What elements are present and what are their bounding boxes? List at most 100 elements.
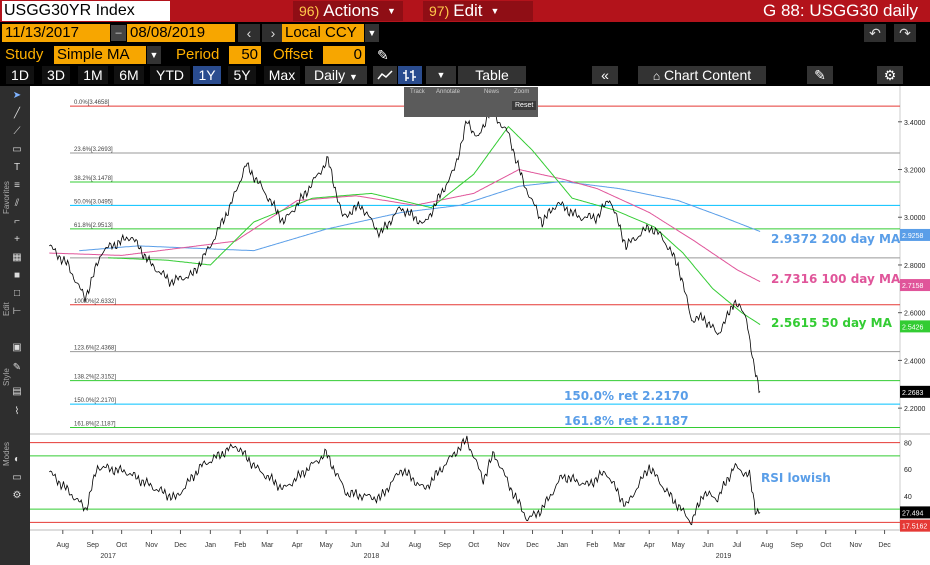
study-dropdown-icon[interactable]: ▼ <box>147 46 161 64</box>
x-tick-label: Jun <box>702 542 713 549</box>
style-side-label: Style <box>2 368 11 386</box>
brush-icon[interactable]: ⌇ <box>14 406 20 417</box>
news-mode-button[interactable]: News <box>484 89 500 95</box>
actions-menu[interactable]: 96) Actions ▼ <box>293 1 403 21</box>
gear-icon[interactable]: ⚙ <box>877 66 903 84</box>
channel-tool-icon[interactable]: ⫽ <box>14 198 20 209</box>
chart-content-button[interactable]: ⌂ Chart Content <box>638 66 766 84</box>
x-tick-label: Feb <box>234 542 246 549</box>
ma50-line <box>108 125 761 326</box>
study-field[interactable]: Simple MA <box>54 46 146 64</box>
actions-menu-label: Actions <box>323 1 379 20</box>
shape-tool-icon[interactable]: ▭ <box>12 144 22 155</box>
frequency-dropdown[interactable]: Daily ▼ <box>305 66 367 84</box>
ruler-icon[interactable]: ⊢ <box>12 306 22 317</box>
rsi-tick-label: 40 <box>904 494 912 501</box>
fib-level-label: 123.6%[2.4368] <box>74 346 116 352</box>
chart-content-icon: ⌂ <box>652 69 661 83</box>
price-line <box>49 104 761 394</box>
rsi-annotation: RSI lowish <box>761 471 831 485</box>
rsi-badge-label: 17.5162 <box>902 524 927 531</box>
table-button[interactable]: Table <box>458 66 526 84</box>
range-1m[interactable]: 1M <box>78 66 108 84</box>
edit-menu[interactable]: 97) Edit ▼ <box>423 1 533 21</box>
currency-field[interactable]: Local CCY <box>282 24 364 42</box>
range-3d[interactable]: 3D <box>42 66 70 84</box>
pencil-icon[interactable]: ✎ <box>377 47 389 63</box>
currency-dropdown-icon[interactable]: ▼ <box>365 24 379 42</box>
x-tick-label: Jul <box>380 542 389 549</box>
ma50-annotation: 2.5615 50 day MA <box>771 316 892 330</box>
line-chart-icon[interactable] <box>373 66 397 84</box>
trend-tool-icon[interactable]: ⟋ <box>13 126 21 137</box>
fib-level-label: 100.0%[2.6332] <box>74 299 116 305</box>
reset-button[interactable]: Reset <box>512 101 537 110</box>
bracket-tool-icon[interactable]: ⌐ <box>14 216 20 227</box>
settings-small-icon[interactable]: ⚙ <box>12 490 22 501</box>
x-tick-label: May <box>319 542 333 549</box>
x-tick-label: Sep <box>86 542 99 549</box>
period-label: Period <box>176 46 220 63</box>
chart-type-dropdown-icon[interactable]: ▼ <box>426 66 456 84</box>
x-tick-label: Jan <box>557 542 568 549</box>
redo-icon[interactable]: ↷ <box>894 24 916 42</box>
shape-square-icon[interactable]: ■ <box>13 270 21 281</box>
x-tick-label: Jul <box>733 542 742 549</box>
ma100-annotation: 2.7316 100 day MA <box>771 272 901 286</box>
collapse-icon[interactable]: « <box>592 66 618 84</box>
rsi-badge-label: 27.494 <box>902 510 924 517</box>
fib-tool-icon[interactable]: ≡ <box>14 180 20 191</box>
line-tool-icon[interactable]: ╱ <box>13 108 21 119</box>
fib-level-label: 0.0%[3.4658] <box>74 100 110 106</box>
range-6m[interactable]: 6M <box>114 66 144 84</box>
modes-icon[interactable]: ◐ <box>13 454 21 465</box>
plus-tool-icon[interactable]: + <box>14 234 20 245</box>
range-5y[interactable]: 5Y <box>228 66 256 84</box>
x-tick-label: Nov <box>145 542 158 549</box>
range-1d[interactable]: 1D <box>6 66 34 84</box>
x-tick-label: Nov <box>849 542 862 549</box>
text-tool-icon[interactable]: T <box>13 162 21 173</box>
x-tick-label: Jun <box>350 542 361 549</box>
range-max[interactable]: Max <box>264 66 300 84</box>
period-field[interactable]: 50 <box>229 46 261 64</box>
y-tick-label: 3.2000 <box>904 168 926 175</box>
next-period-button[interactable]: › <box>262 24 284 42</box>
ruler-mode-icon[interactable]: ▭ <box>12 472 22 483</box>
chart-area[interactable]: 3.4000 3.2000 3.0000 2.8000 2.6000 2.4000 2.20… <box>30 86 930 565</box>
offset-field[interactable]: 0 <box>323 46 365 64</box>
start-date-field[interactable]: 11/13/2017 <box>2 24 110 42</box>
grid-tool-icon[interactable]: ▦ <box>12 252 22 263</box>
annotate-mode-button[interactable]: Annotate <box>436 89 461 95</box>
fib1618-annotation: 161.8% ret 2.1187 <box>564 414 689 428</box>
rsi-badge <box>900 519 930 532</box>
rsi-tick-label: 60 <box>904 467 912 474</box>
track-mode-button[interactable]: Track <box>410 89 425 95</box>
edit-chart-icon[interactable]: ✎ <box>807 66 833 84</box>
zoom-mode-button[interactable]: Zoom <box>514 89 530 95</box>
range-ytd[interactable]: YTD <box>150 66 190 84</box>
square-outline-icon[interactable]: □ <box>13 288 21 299</box>
chart-svg: 3.4000 3.2000 3.0000 2.8000 2.6000 2.4000 2.20… <box>30 86 930 560</box>
fib150-annotation: 150.0% ret 2.2170 <box>564 389 689 403</box>
draw-icon[interactable]: ✎ <box>12 362 22 373</box>
style-square-icon[interactable]: ▣ <box>12 342 22 353</box>
ticker-field[interactable]: USGG30YR Index <box>2 1 170 21</box>
y-tick-label: 2.4000 <box>904 358 926 365</box>
undo-icon[interactable]: ↶ <box>864 24 886 42</box>
x-tick-label: Apr <box>292 542 304 549</box>
end-date-field[interactable]: 08/08/2019 <box>127 24 235 42</box>
x-tick-label: Mar <box>613 542 626 549</box>
highlight-icon[interactable]: ▤ <box>12 386 22 397</box>
prev-period-button[interactable]: ‹ <box>238 24 260 42</box>
bar-chart-icon[interactable] <box>398 66 422 84</box>
date-row: 11/13/2017 – 08/08/2019 ‹ › Local CCY ▼ … <box>0 22 930 44</box>
price-badge <box>900 320 930 333</box>
range-1y[interactable]: 1Y <box>193 66 221 84</box>
x-tick-label: Dec <box>526 542 539 549</box>
edit-side-label: Edit <box>2 302 11 316</box>
pointer-icon[interactable]: ➤ <box>12 90 22 101</box>
x-tick-label: Aug <box>409 542 422 549</box>
fib-level-label: 23.6%[3.2693] <box>74 147 113 153</box>
x-tick-label: May <box>672 542 686 549</box>
